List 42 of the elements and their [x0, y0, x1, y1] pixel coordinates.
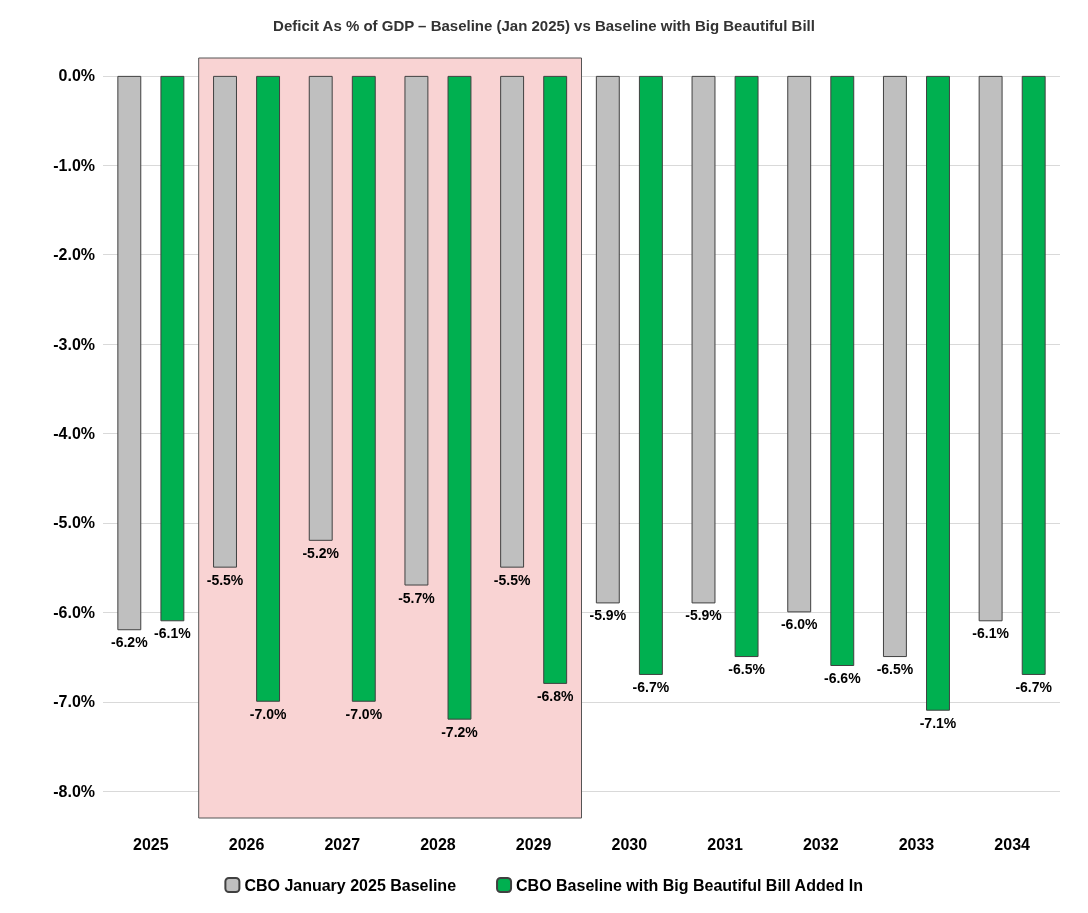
- data-label: -6.0%: [780, 616, 819, 633]
- legend-label: CBO January 2025 Baseline: [244, 876, 457, 894]
- y-tick-label: -3.0%: [53, 335, 95, 353]
- x-tick-label: 2031: [707, 835, 743, 853]
- data-label: -5.2%: [302, 544, 340, 561]
- x-tick-label: 2029: [515, 835, 552, 853]
- y-tick-label: -7.0%: [53, 693, 95, 711]
- data-label: -6.8%: [536, 687, 575, 704]
- data-label: -5.5%: [206, 571, 244, 588]
- x-tick-label: 2033: [898, 835, 935, 853]
- y-tick-label: -6.0%: [53, 603, 95, 621]
- y-tick-label: -5.0%: [53, 514, 95, 532]
- y-tick-label: 0.0%: [58, 67, 95, 85]
- legend-label: CBO Baseline with Big Beautiful Bill Added In: [516, 876, 864, 894]
- data-label: -6.1%: [154, 625, 192, 642]
- data-label: -6.5%: [876, 661, 914, 678]
- chart-title: Deficit As % of GDP – Baseline (Jan 2025) vs Baseline with Big Beautiful Bill: [273, 17, 815, 34]
- data-label: -7.1%: [919, 714, 957, 731]
- x-tick-label: 2034: [994, 835, 1031, 853]
- data-label: -6.7%: [1015, 678, 1053, 695]
- x-tick-label: 2030: [611, 835, 648, 853]
- x-tick-label: 2026: [228, 835, 265, 853]
- data-label: -5.9%: [685, 607, 723, 624]
- y-tick-label: -2.0%: [53, 246, 95, 264]
- data-label: -7.0%: [249, 705, 287, 722]
- y-tick-label: -8.0%: [53, 782, 95, 800]
- data-label: -7.0%: [345, 705, 383, 722]
- data-label: -6.2%: [111, 634, 149, 651]
- data-label: -5.7%: [398, 589, 436, 606]
- data-label: -5.5%: [493, 571, 531, 588]
- data-label: -6.7%: [632, 678, 670, 695]
- x-tick-label: 2025: [133, 835, 169, 853]
- data-label: -6.1%: [972, 625, 1010, 642]
- data-label: -7.2%: [441, 723, 479, 740]
- data-label: -6.5%: [728, 661, 766, 678]
- x-tick-label: 2032: [802, 835, 839, 853]
- y-tick-label: -1.0%: [53, 156, 95, 174]
- data-label: -5.9%: [589, 607, 627, 624]
- data-label: -6.6%: [823, 670, 862, 686]
- x-tick-label: 2028: [420, 835, 456, 853]
- y-tick-label: -4.0%: [53, 425, 95, 443]
- x-tick-label: 2027: [324, 835, 361, 853]
